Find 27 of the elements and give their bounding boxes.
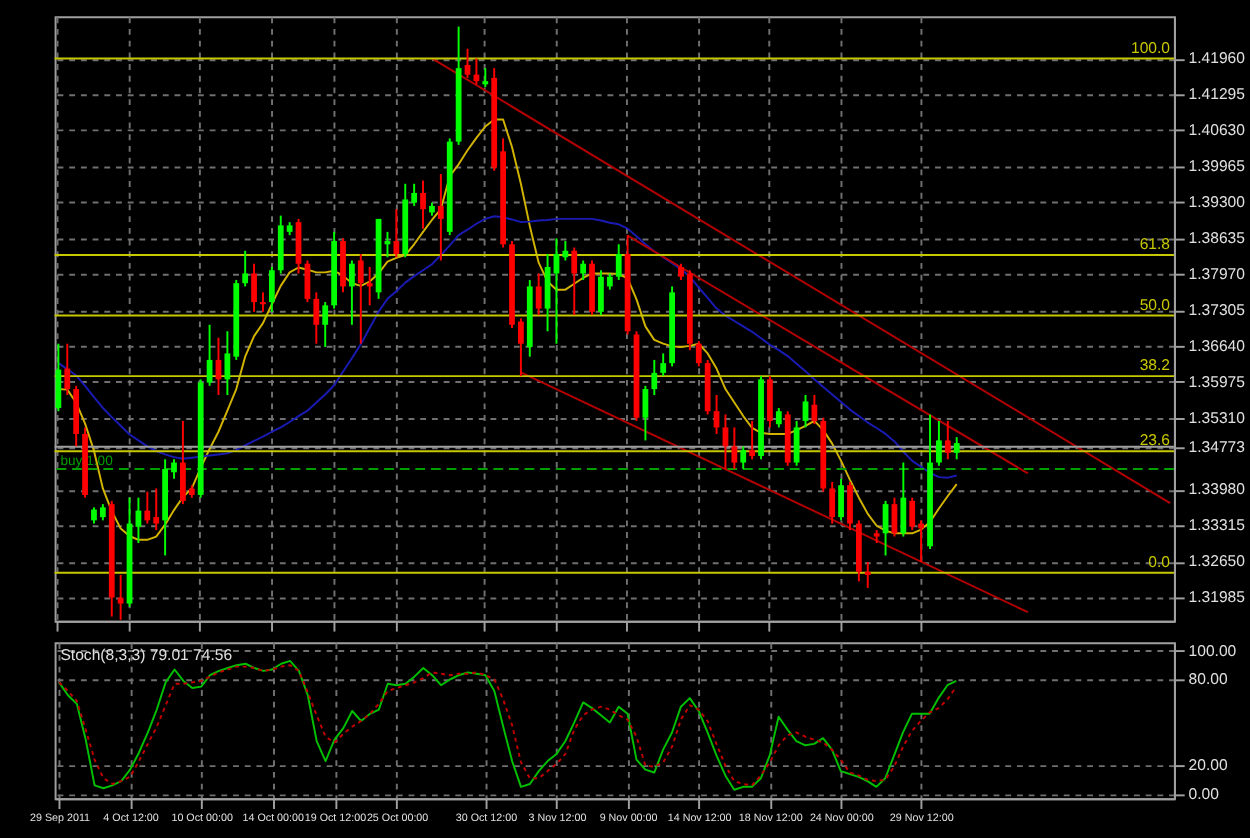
y-tick-label: 1.33980 [1188, 480, 1247, 499]
annotation: 38.2 [1139, 356, 1171, 375]
y-tick-label: 1.35310 [1188, 408, 1247, 427]
annotation: 61.8 [1139, 235, 1171, 254]
annotation: 100.0 [1131, 38, 1172, 57]
y-tick-label: 80.00 [1188, 670, 1229, 689]
y-tick-label: 1.37970 [1188, 264, 1247, 283]
y-tick-label: 1.41960 [1188, 49, 1247, 68]
y-tick-label: 1.38635 [1188, 228, 1247, 247]
y-tick-label: 1.32650 [1188, 552, 1247, 571]
y-tick-label: 1.37305 [1188, 300, 1247, 319]
y-tick-label: 1.36640 [1188, 336, 1247, 355]
y-tick-label: 20.00 [1188, 756, 1229, 775]
y-tick-label: 1.39965 [1188, 157, 1247, 176]
annotation: 0.0 [1148, 552, 1172, 571]
y-tick-label: 1.31985 [1188, 588, 1247, 607]
y-tick-label: 0.00 [1188, 784, 1221, 803]
annotation: 50.0 [1139, 295, 1172, 314]
y-tick-label: 1.35975 [1188, 372, 1247, 391]
annotation: 23.6 [1139, 431, 1171, 450]
y-tick-label: 100.00 [1188, 641, 1238, 660]
chart-title: Stoch(8,3,3) 79.01 74.56 [60, 645, 233, 664]
y-tick-label: 1.40630 [1188, 121, 1247, 140]
y-tick-label: 1.33315 [1188, 516, 1247, 535]
y-tick-label: 1.41295 [1188, 85, 1247, 104]
y-tick-label: 1.39300 [1188, 193, 1247, 212]
y-tick-label: 1.34773 [1188, 437, 1245, 456]
